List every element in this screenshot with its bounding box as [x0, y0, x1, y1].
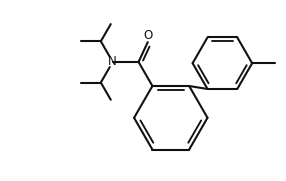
Text: N: N — [108, 55, 117, 68]
Text: O: O — [143, 29, 152, 42]
